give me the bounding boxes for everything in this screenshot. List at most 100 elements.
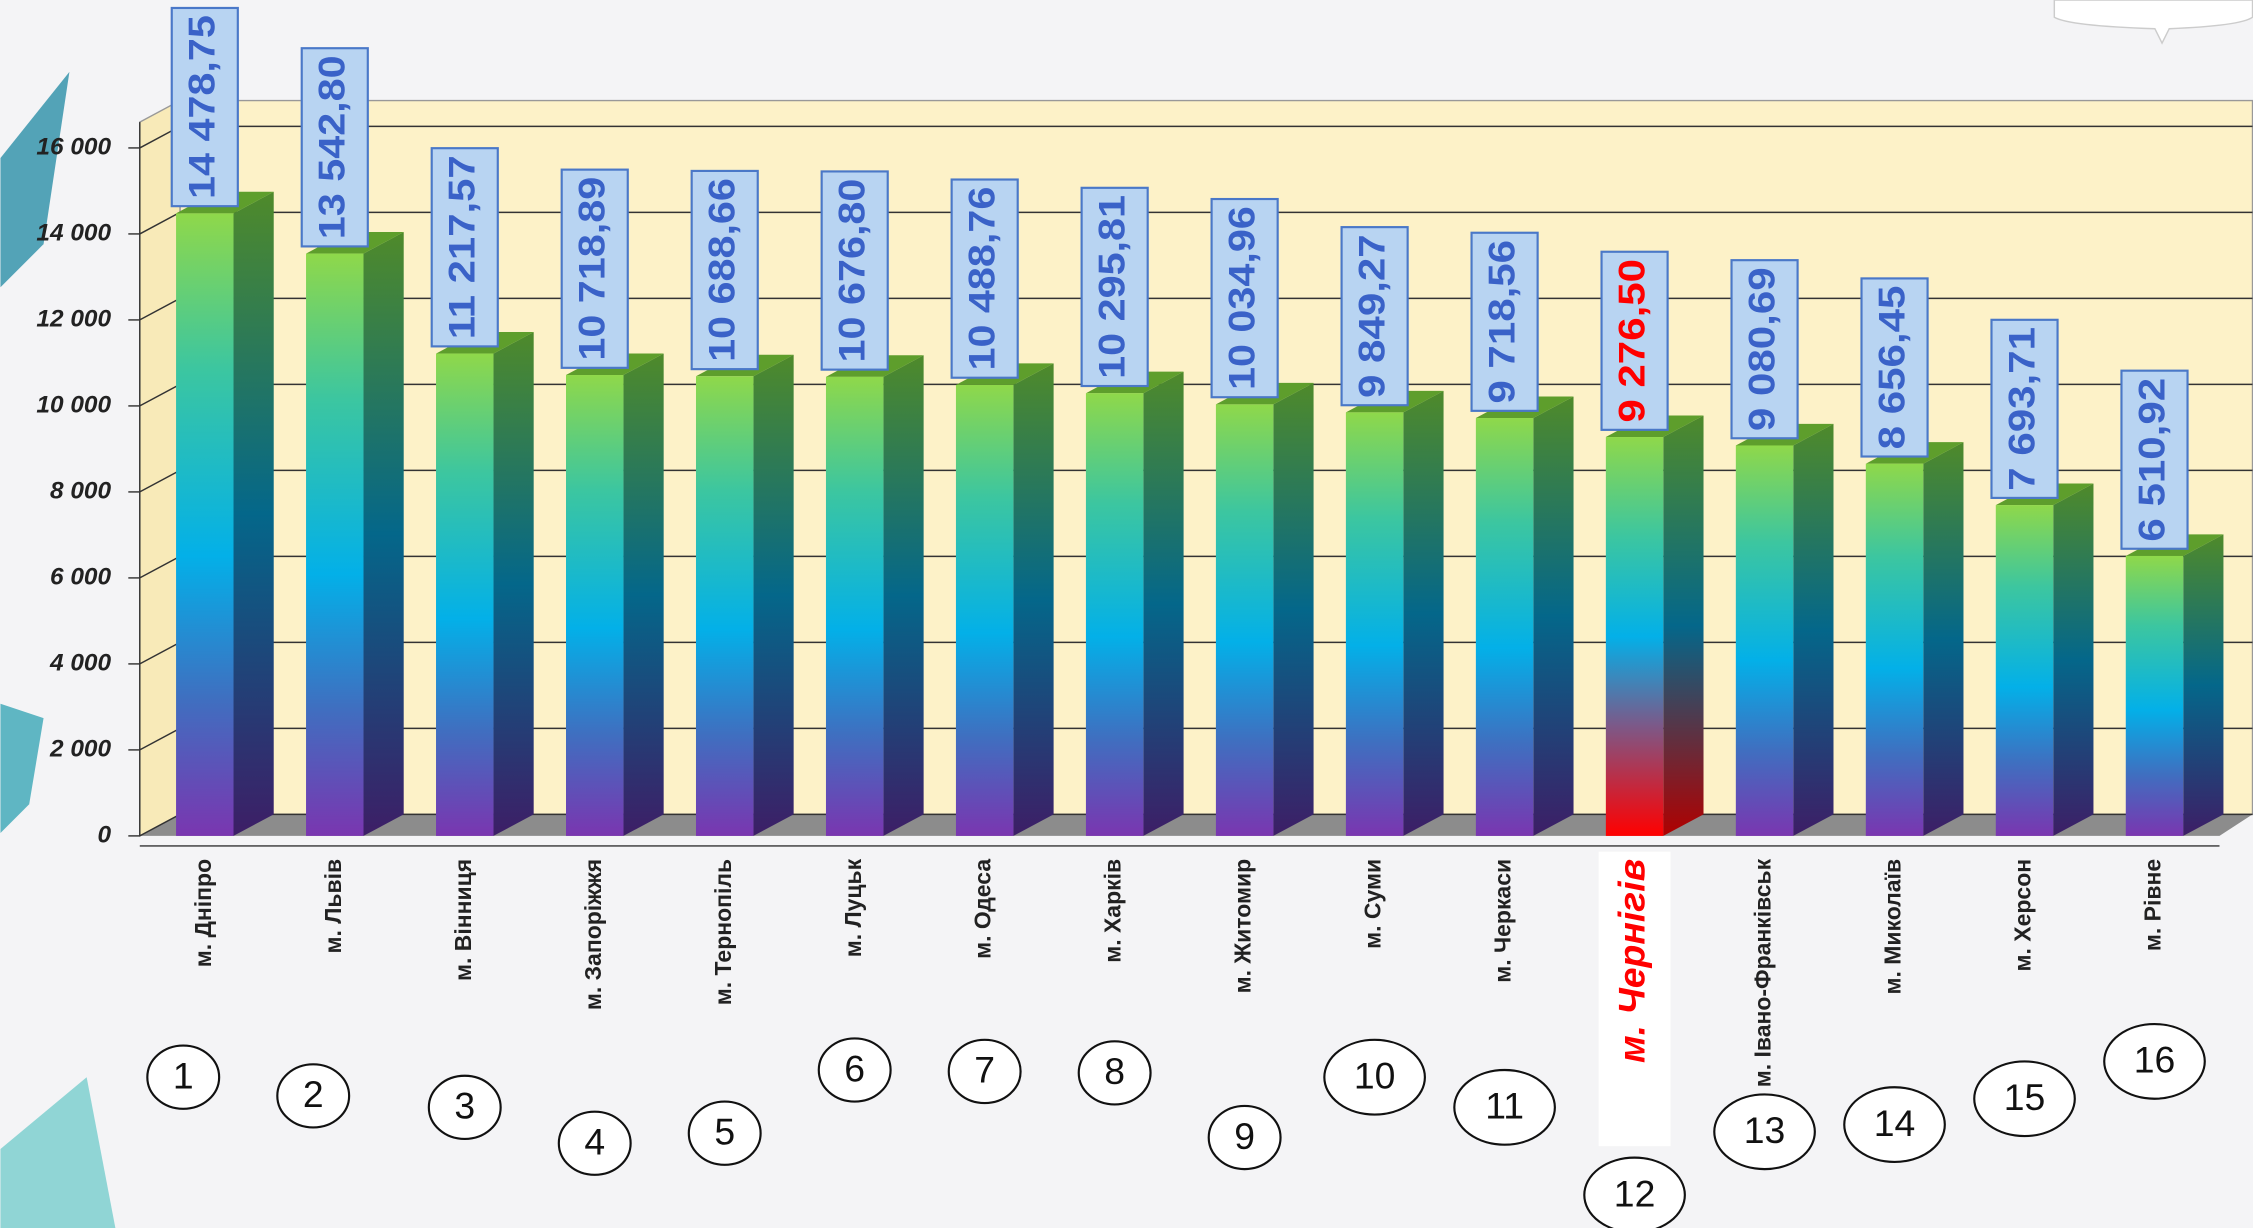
value-label: 10 034,96 xyxy=(1220,206,1262,390)
value-label-box xyxy=(170,6,239,208)
rank-label: 1 xyxy=(173,1054,194,1096)
rank-label: 10 xyxy=(1354,1054,1396,1096)
y-tick-label: 12 000 xyxy=(36,305,111,332)
x-tick-label: м. Чернігів xyxy=(1610,859,1652,1063)
value-label-box xyxy=(690,169,759,371)
rank-circle xyxy=(1207,1104,1282,1171)
rank-label: 7 xyxy=(974,1049,995,1091)
value-label: 11 217,57 xyxy=(441,155,483,339)
rank-circle xyxy=(687,1100,762,1166)
bar xyxy=(695,376,754,836)
x-tick-label: м. Харків xyxy=(1100,859,1126,963)
bar xyxy=(1735,445,1794,836)
value-label-box xyxy=(1600,250,1669,431)
rank-label: 5 xyxy=(714,1111,735,1153)
rank-circle xyxy=(1077,1040,1152,1106)
value-label-box xyxy=(1080,186,1149,388)
bar-side xyxy=(2183,534,2224,836)
x-tick-label: м. Черкаси xyxy=(1490,859,1516,983)
rank-label: 8 xyxy=(1104,1050,1125,1092)
value-label: 13 542,80 xyxy=(311,55,353,239)
rank-circle xyxy=(2103,1022,2206,1100)
y-tick-label: 14 000 xyxy=(36,219,111,246)
rank-circle xyxy=(557,1110,632,1176)
bar-side xyxy=(233,191,274,836)
x-tick-label: м. Запоріжжя xyxy=(580,859,606,1010)
y-tick-label: 4 000 xyxy=(49,649,112,676)
y-tick-label: 0 xyxy=(97,821,111,848)
value-label-box xyxy=(1860,277,1929,458)
bar xyxy=(176,213,234,836)
x-tick-label: м. Одеса xyxy=(970,859,996,959)
rank-label: 9 xyxy=(1234,1115,1255,1157)
rank-circle xyxy=(427,1074,502,1141)
value-label: 8 656,45 xyxy=(1870,286,1912,450)
rank-circle xyxy=(1453,1068,1556,1146)
highlight-bg xyxy=(1598,851,1671,1147)
bar-side xyxy=(1143,371,1184,836)
value-label-box xyxy=(1730,259,1799,440)
rank-label: 6 xyxy=(844,1047,865,1089)
value-label-box xyxy=(430,147,499,348)
bar xyxy=(1865,463,1924,836)
rank-label: 13 xyxy=(1744,1109,1786,1151)
value-label-box xyxy=(950,178,1019,379)
bar-side xyxy=(1663,415,1704,836)
decor xyxy=(0,703,44,834)
bar-side xyxy=(883,355,924,836)
y-tick-label: 2 000 xyxy=(49,735,112,762)
value-label-box xyxy=(1210,197,1279,399)
bar-side xyxy=(1533,396,1574,836)
floor xyxy=(139,814,2253,836)
bar xyxy=(955,384,1014,836)
rank-circle xyxy=(1843,1086,1946,1164)
rank-label: 12 xyxy=(1614,1172,1656,1214)
x-tick-label: м. Дніпро xyxy=(190,859,216,967)
y-tick-label: 8 000 xyxy=(50,477,112,504)
x-tick-label: м. Суми xyxy=(1360,859,1386,949)
value-label: 10 688,66 xyxy=(701,178,743,362)
value-label: 14 478,75 xyxy=(181,15,223,199)
value-label-box xyxy=(1340,226,1409,407)
bar xyxy=(566,375,624,836)
value-label: 7 693,71 xyxy=(2000,327,2042,491)
rank-label: 15 xyxy=(2004,1076,2046,1118)
bar-side xyxy=(2053,483,2094,836)
value-label-box xyxy=(560,168,629,369)
bar xyxy=(1345,412,1404,836)
x-tick-label: м. Рівне xyxy=(2140,859,2166,951)
x-tick-label: м. Вінниця xyxy=(450,859,476,981)
bar-side xyxy=(363,232,404,836)
value-label: 10 488,76 xyxy=(961,187,1003,371)
value-label: 9 276,50 xyxy=(1610,259,1652,423)
bar-side xyxy=(1923,442,1964,836)
rank-circle xyxy=(1713,1093,1816,1171)
rank-label: 3 xyxy=(454,1085,475,1127)
y-tick-label: 6 000 xyxy=(50,563,112,590)
bar-side xyxy=(1273,382,1314,836)
rank-label: 14 xyxy=(1874,1102,1916,1144)
logo-badge xyxy=(2053,0,2253,45)
value-label-box xyxy=(300,47,369,248)
rank-circle xyxy=(817,1037,892,1103)
bar-side xyxy=(1793,423,1834,836)
value-label-box xyxy=(820,170,889,371)
value-label: 9 080,69 xyxy=(1740,267,1782,431)
bar xyxy=(436,353,494,836)
value-label: 6 510,92 xyxy=(2130,378,2172,542)
bar-side xyxy=(1013,363,1054,836)
bar xyxy=(1995,505,2054,836)
value-label: 10 676,80 xyxy=(831,179,873,363)
rank-label: 16 xyxy=(2134,1039,2176,1081)
bar xyxy=(2125,555,2184,836)
x-tick-label: м. Тернопіль xyxy=(710,859,736,1005)
value-label: 9 849,27 xyxy=(1350,234,1392,398)
bar xyxy=(825,376,884,836)
value-label-box xyxy=(2120,369,2189,550)
bar xyxy=(1605,437,1664,836)
rank-label: 4 xyxy=(584,1121,605,1163)
rank-label: 11 xyxy=(1485,1085,1524,1127)
bar-side xyxy=(493,332,534,836)
